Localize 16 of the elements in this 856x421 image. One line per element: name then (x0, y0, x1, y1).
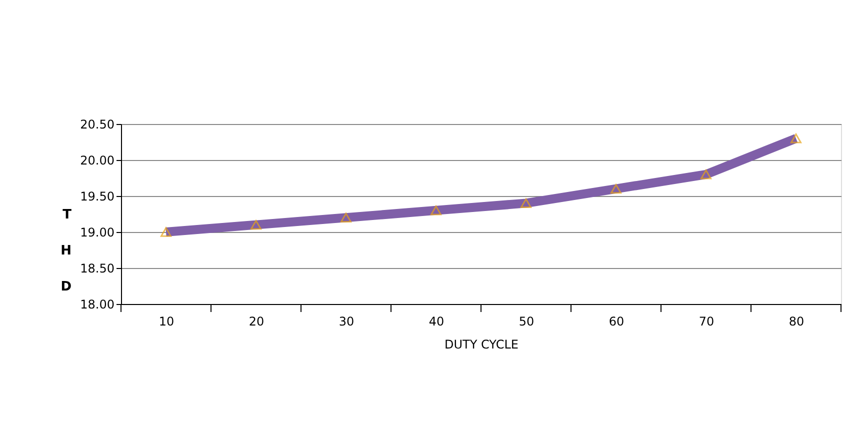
x-tick-label: 60 (608, 314, 624, 328)
y-tick-label: 18.50 (80, 262, 114, 276)
x-tick-label: 20 (248, 314, 264, 328)
x-tick-label: 40 (428, 314, 444, 328)
y-tick-label: 20.00 (80, 154, 114, 168)
text: THD (60, 208, 72, 294)
x-tick-label: 50 (518, 314, 534, 328)
x-tick-label: 70 (698, 314, 714, 328)
x-tick-label: 10 (158, 314, 174, 328)
y-tick-label: 18.00 (80, 298, 114, 312)
y-tick-label: 19.50 (80, 190, 114, 204)
y-tick-label: 20.50 (80, 118, 114, 132)
y-tick-label: 19.00 (80, 226, 114, 240)
x-axis-title: DUTY CYCLE (444, 338, 518, 352)
x-tick-label: 80 (788, 314, 804, 328)
x-tick-label: 30 (338, 314, 354, 328)
